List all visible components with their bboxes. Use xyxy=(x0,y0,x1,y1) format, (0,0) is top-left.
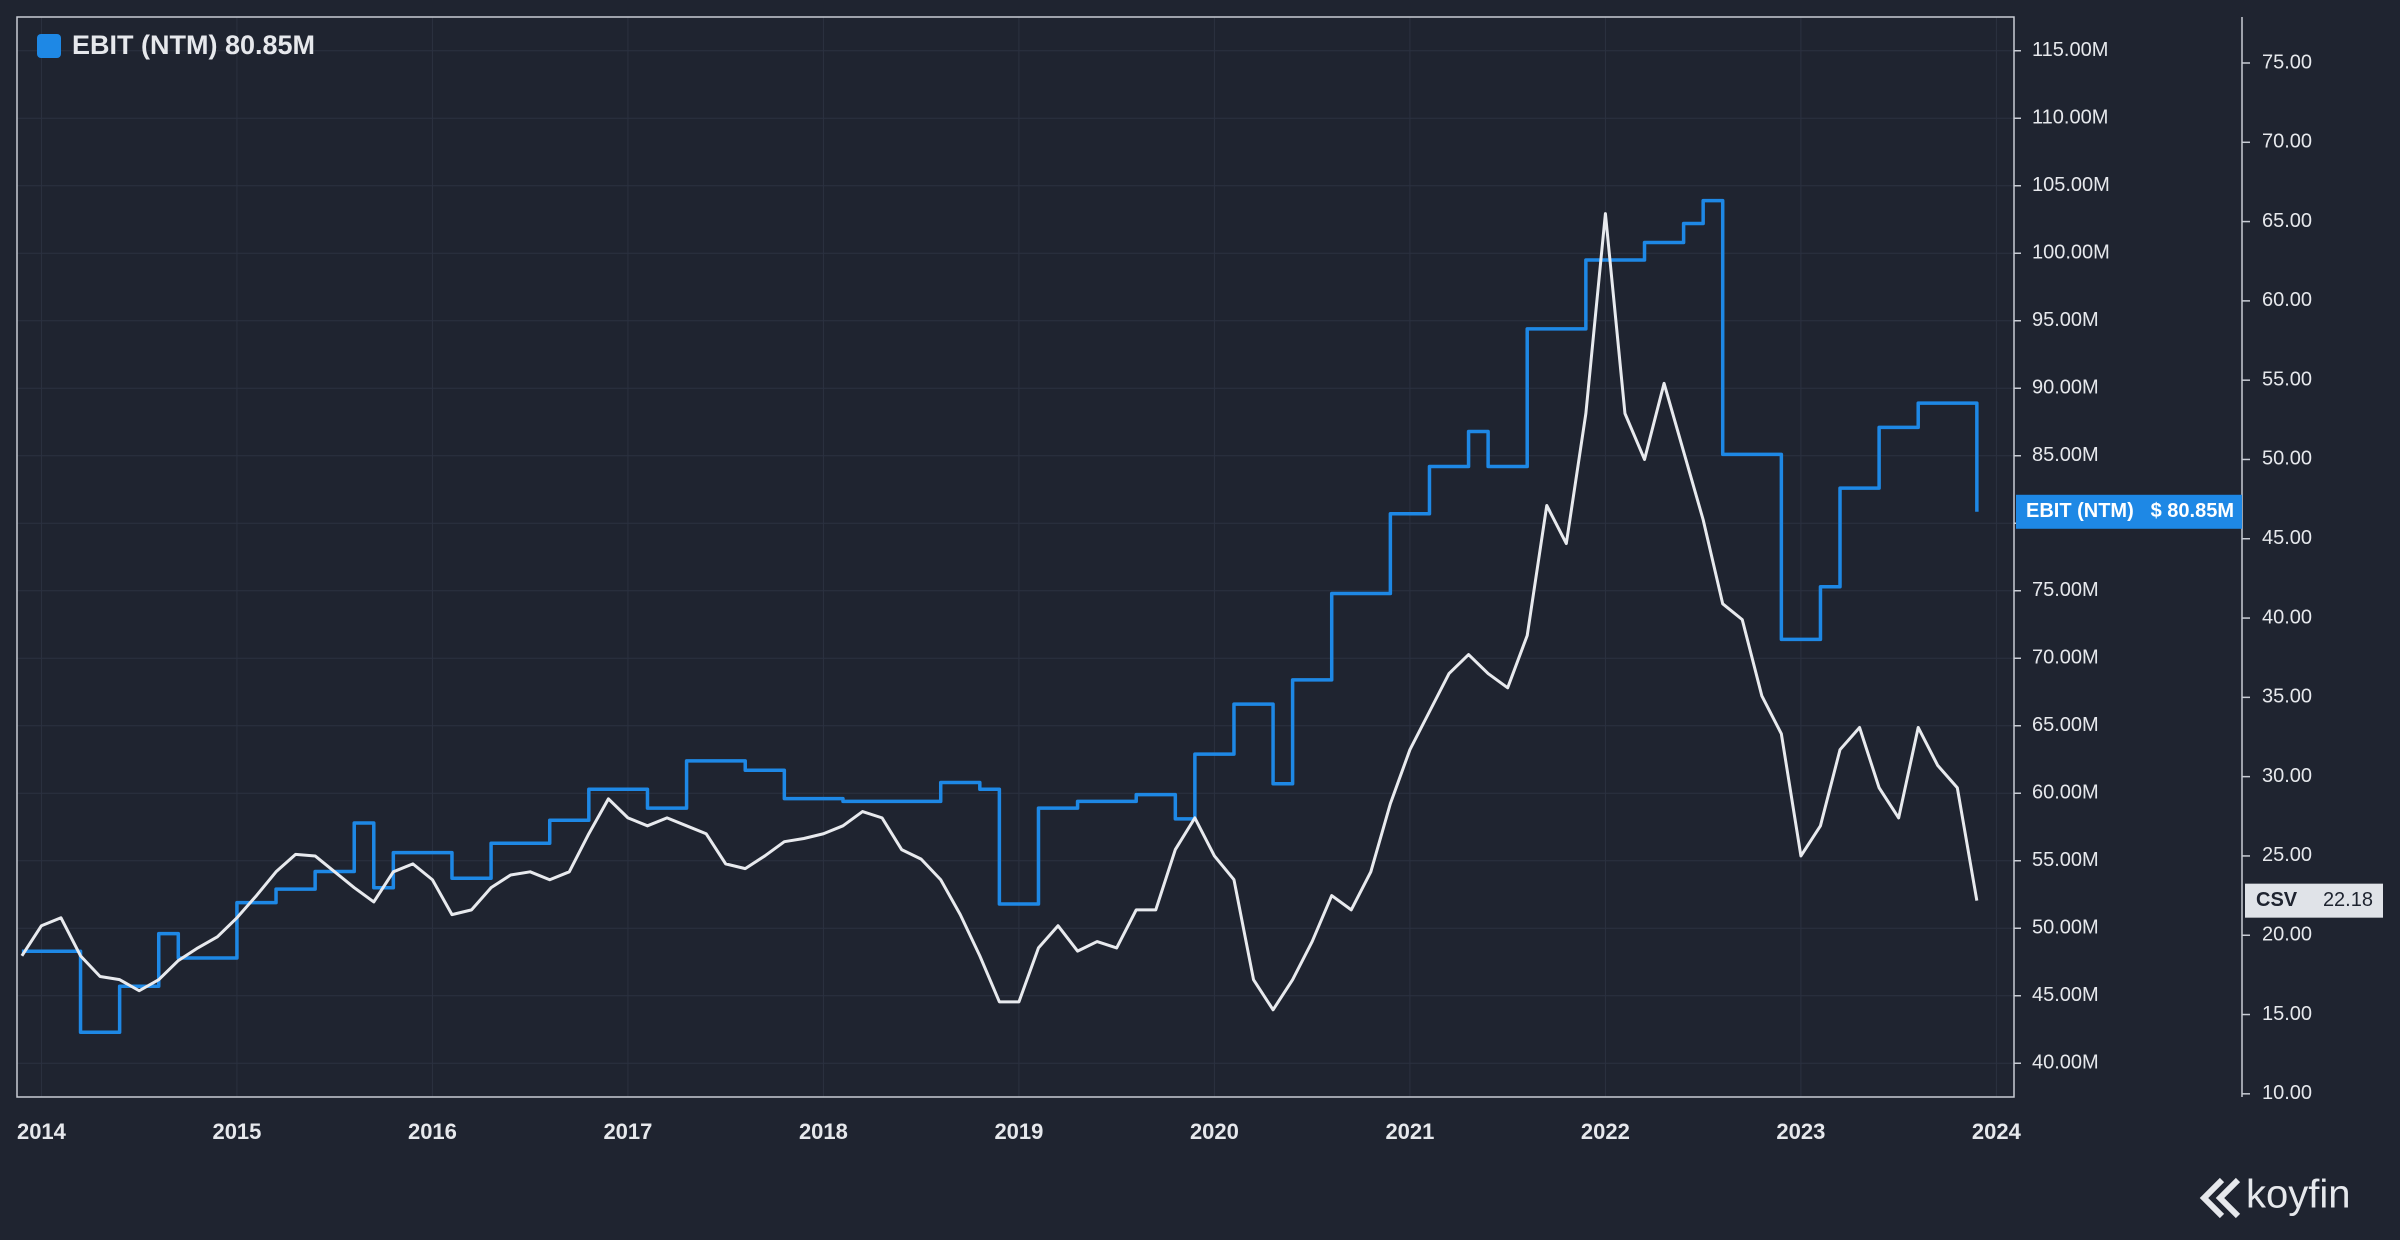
y2-tick-label: 30.00 xyxy=(2262,765,2312,787)
y-tick-label: 90.00M xyxy=(2032,377,2099,399)
value-tag xyxy=(2245,883,2383,918)
y-tick-label: 115.00M xyxy=(2032,39,2108,61)
y-tick-label: 100.00M xyxy=(2032,242,2110,264)
x-tick-label: 2016 xyxy=(408,1119,457,1144)
x-tick-label: 2022 xyxy=(1581,1119,1630,1144)
y-tick-label: 40.00M xyxy=(2032,1052,2099,1074)
x-tick-label: 2019 xyxy=(994,1119,1043,1144)
legend-text: EBIT (NTM) 80.85M xyxy=(72,30,315,60)
watermark: koyfin xyxy=(2246,1173,2351,1217)
marks xyxy=(20,198,1979,1034)
y-tick-label: 50.00M xyxy=(2032,917,2099,939)
y2-tick-label: 60.00 xyxy=(2262,289,2312,311)
x-tick-label: 2023 xyxy=(1776,1119,1825,1144)
y2-tick-label: 50.00 xyxy=(2262,448,2312,470)
y-tick-label: 60.00M xyxy=(2032,782,2099,804)
y2-tick-label: 55.00 xyxy=(2262,368,2312,390)
y-tick-label: 85.00M xyxy=(2032,444,2099,466)
value-tag xyxy=(2016,494,2242,529)
x-tick-label: 2014 xyxy=(17,1119,67,1144)
y2-tick-label: 25.00 xyxy=(2262,844,2312,866)
logo-icon xyxy=(2199,1177,2241,1219)
y-tick-label: 75.00M xyxy=(2032,579,2099,601)
series-line xyxy=(21,198,1979,1034)
y2-tick-label: 75.00 xyxy=(2262,51,2312,73)
y2-tick-label: 35.00 xyxy=(2262,686,2312,708)
x-tick-label: 2020 xyxy=(1190,1119,1239,1144)
value-tag-label: 22.18 xyxy=(2323,889,2373,911)
y-tick-label: 110.00M xyxy=(2032,107,2108,129)
y2-tick-label: 20.00 xyxy=(2262,924,2312,946)
y-tick-label: 55.00M xyxy=(2032,849,2099,871)
value-tag-name: CSV xyxy=(2256,889,2298,911)
x-tick-label: 2017 xyxy=(603,1119,652,1144)
y2-tick-label: 45.00 xyxy=(2262,527,2312,549)
grid xyxy=(17,17,2014,1097)
y2-tick-label: 15.00 xyxy=(2262,1003,2312,1025)
x-tick-label: 2021 xyxy=(1385,1119,1434,1144)
y2-tick-label: 65.00 xyxy=(2262,210,2312,232)
axes: 2014 2015 2016 2017 2018 2019 2020 2021 2022 2023… xyxy=(17,39,2383,1144)
y-tick-label: 95.00M xyxy=(2032,309,2099,331)
plot-border xyxy=(16,16,2015,1098)
value-tag-label: $ 80.85M xyxy=(2151,500,2234,522)
x-tick-label: 2024 xyxy=(1972,1119,2022,1144)
y2-tick-label: 10.00 xyxy=(2262,1082,2312,1104)
y-tick-label: 45.00M xyxy=(2032,984,2099,1006)
x-tick-label: 2015 xyxy=(212,1119,261,1144)
y2-tick-label: 70.00 xyxy=(2262,131,2312,153)
y-tick-label: 65.00M xyxy=(2032,714,2099,736)
y2-tick-label: 40.00 xyxy=(2262,606,2312,628)
value-tag-name: EBIT (NTM) xyxy=(2026,500,2134,522)
series-line xyxy=(20,212,1979,1012)
y-tick-label: 70.00M xyxy=(2032,647,2099,669)
logo: koyfin xyxy=(2199,1173,2351,1219)
x-tick-label: 2018 xyxy=(799,1119,848,1144)
legend-swatch xyxy=(37,34,61,58)
y-tick-label: 105.00M xyxy=(2032,174,2110,196)
